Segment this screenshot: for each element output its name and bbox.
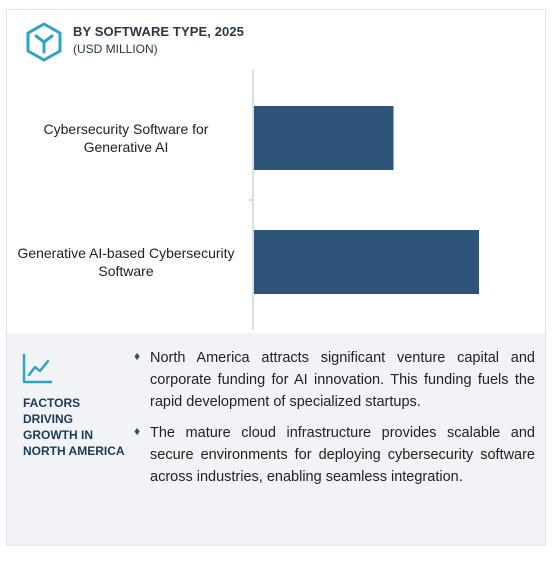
hexagon-cube-icon [26, 22, 62, 62]
chart-subtitle: (USD MILLION) [73, 42, 158, 56]
factors-label: FACTORS DRIVING GROWTH IN NORTH AMERICA [23, 395, 133, 459]
factors-label-line: GROWTH IN [23, 428, 93, 442]
category-label-line: Cybersecurity Software for [43, 121, 209, 137]
chart-card: BY SOFTWARE TYPE, 2025 (USD MILLION) Cyb… [6, 9, 546, 546]
factors-label-line: NORTH AMERICA [23, 444, 125, 458]
bullet-text: North America attracts significant ventu… [150, 350, 535, 410]
bar [254, 106, 394, 170]
factors-panel: FACTORS DRIVING GROWTH IN NORTH AMERICA … [7, 333, 545, 545]
factors-bullet-list: ♦ North America attracts significant ven… [133, 347, 535, 497]
bullet-item: ♦ The mature cloud infrastructure provid… [133, 422, 535, 488]
category-label-line: Software [98, 263, 154, 279]
bullet-text: The mature cloud infrastructure provides… [150, 425, 535, 485]
diamond-bullet-icon: ♦ [134, 424, 141, 438]
line-chart-icon [22, 353, 53, 384]
diamond-bullet-icon: ♦ [134, 349, 141, 363]
chart-title: BY SOFTWARE TYPE, 2025 [73, 24, 245, 39]
bullet-item: ♦ North America attracts significant ven… [133, 347, 535, 413]
factors-label-line: FACTORS DRIVING [23, 396, 81, 426]
bar-chart-svg [249, 70, 479, 330]
category-label-line: Generative AI-based Cybersecurity [17, 245, 235, 261]
bar [254, 230, 479, 294]
category-label: Generative AI-based Cybersecurity Softwar… [7, 244, 245, 280]
chart-header: BY SOFTWARE TYPE, 2025 (USD MILLION) [25, 20, 525, 70]
category-label: Cybersecurity Software for Generative AI [7, 120, 245, 156]
category-label-line: Generative AI [83, 139, 169, 155]
bar-chart: Cybersecurity Software for Generative AI G… [7, 68, 545, 330]
